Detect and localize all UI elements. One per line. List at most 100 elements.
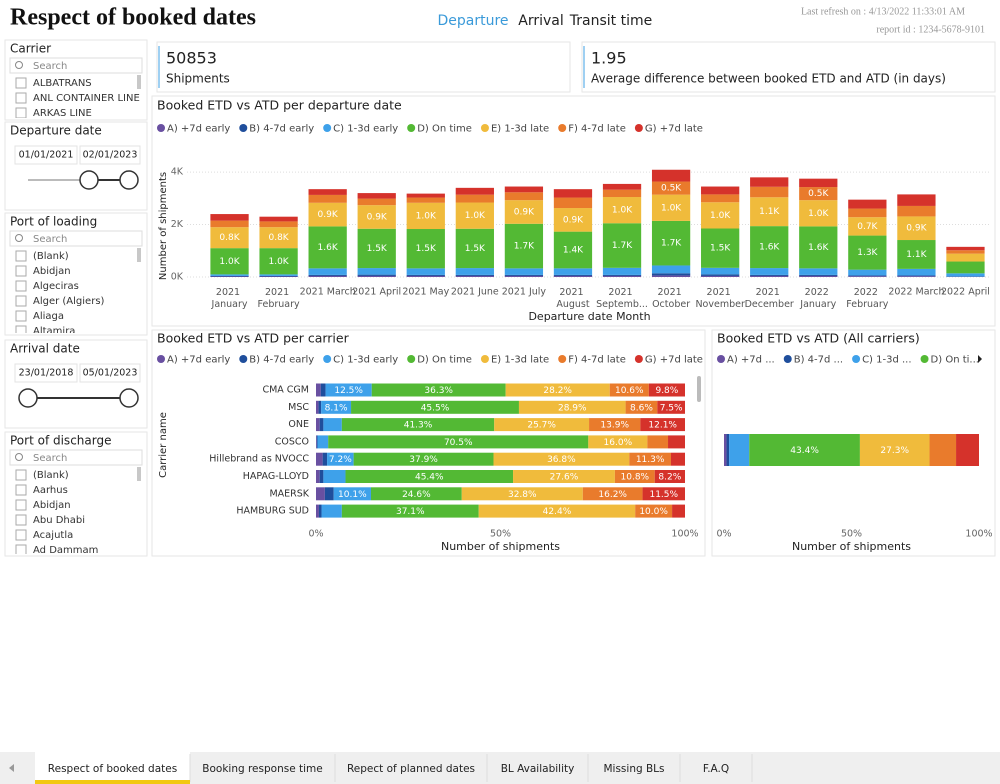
nav-link[interactable]: Departure <box>437 13 508 29</box>
bar-segment <box>701 275 740 277</box>
bar-segment <box>640 418 685 432</box>
category-label: HAMBURG SUD <box>236 506 309 517</box>
checkbox[interactable] <box>15 544 27 555</box>
bar-segment <box>629 452 671 466</box>
legend-swatch <box>634 124 643 132</box>
legend-label: F) 4-7d late <box>568 355 626 366</box>
checkbox[interactable] <box>15 310 27 322</box>
data-label: 27.6% <box>550 473 579 483</box>
bar-segment <box>859 434 930 466</box>
bar-segment <box>724 434 727 466</box>
data-label: 1.7K <box>612 241 633 251</box>
search-box[interactable] <box>9 57 143 74</box>
bar-segment <box>316 470 320 483</box>
page-tab[interactable]: Respect of booked dates <box>48 763 177 775</box>
date-box[interactable] <box>14 363 78 383</box>
legend-label: A) +7d early <box>167 124 230 135</box>
checkbox[interactable] <box>15 499 27 511</box>
nav-link[interactable]: Arrival <box>518 13 564 29</box>
date-box[interactable] <box>79 145 141 165</box>
checkbox[interactable] <box>15 484 27 496</box>
bar-segment <box>308 189 347 195</box>
data-label: 1.0K <box>710 211 731 221</box>
bar-segment <box>647 435 669 449</box>
bar-segment <box>406 275 445 277</box>
legend-swatch <box>717 355 725 363</box>
data-label: 1.0K <box>219 257 240 267</box>
checkbox[interactable] <box>15 107 27 118</box>
bar-segment <box>325 383 372 397</box>
page-tab[interactable]: Booking response time <box>202 763 322 775</box>
legend-swatch <box>634 355 643 363</box>
slicer-title: Port of discharge <box>10 434 111 448</box>
legend-more[interactable] <box>978 355 982 363</box>
legend-label: C) 1-3d ... <box>862 355 911 366</box>
x-tick-label: 0% <box>308 529 323 540</box>
legend-label: C) 1-3d early <box>333 355 398 366</box>
checkbox[interactable] <box>15 92 27 104</box>
slicer-item: ALBATRANS <box>33 78 92 89</box>
data-label: 41.3% <box>404 421 433 431</box>
bar-segment <box>493 452 630 466</box>
slider-handle[interactable] <box>119 170 139 190</box>
bar-segment <box>729 434 750 466</box>
search-box[interactable] <box>9 449 143 466</box>
bar-segment <box>956 434 979 466</box>
data-label: 12.5% <box>334 386 363 396</box>
scrollbar <box>137 248 141 262</box>
bar-segment <box>504 275 544 277</box>
search-icon <box>15 453 23 461</box>
date-box[interactable] <box>14 145 78 165</box>
search-box[interactable] <box>9 230 143 247</box>
tab-scroll-left[interactable] <box>9 764 14 772</box>
page-tab[interactable]: F.A.Q <box>703 763 729 775</box>
checkbox[interactable] <box>15 325 27 336</box>
checkbox[interactable] <box>15 280 27 292</box>
data-label: 10.8% <box>621 473 650 483</box>
bar-segment <box>333 487 371 501</box>
checkbox[interactable] <box>15 265 27 277</box>
page-tab[interactable]: BL Availability <box>501 763 575 775</box>
kpi-value: 50853 <box>166 49 217 68</box>
bar-segment <box>455 275 494 277</box>
checkbox[interactable] <box>15 529 27 541</box>
page-tab[interactable]: Missing BLs <box>603 763 664 775</box>
page-tab[interactable]: Repect of planned dates <box>347 763 475 775</box>
bar-segment <box>589 418 641 432</box>
data-label: 0.9K <box>563 215 584 225</box>
slider-handle[interactable] <box>119 388 139 408</box>
bar-segment <box>553 208 593 232</box>
bar-segment <box>504 223 544 269</box>
search-icon <box>15 61 23 69</box>
data-label: 1.3K <box>857 248 878 258</box>
slicer-title: Carrier <box>10 42 51 56</box>
date-to: 05/01/2023 <box>83 368 138 379</box>
data-label: 1.5K <box>710 244 731 254</box>
bar-segment <box>799 274 838 276</box>
bar-segment <box>648 383 685 397</box>
data-label: 0.5K <box>661 184 682 194</box>
bar-segment <box>750 226 789 269</box>
x-tick-label: 2021 August <box>556 287 590 310</box>
slicer-item: Acajutla <box>33 530 73 541</box>
legend-label: B) 4-7d early <box>249 355 314 366</box>
data-label: 1.4K <box>563 245 584 255</box>
data-label: 36.3% <box>424 386 453 396</box>
x-tick-label: 100% <box>671 529 698 540</box>
bar-segment <box>505 383 610 397</box>
checkbox[interactable] <box>15 250 27 262</box>
bar-segment <box>406 229 445 269</box>
tab-active-bg <box>35 752 190 784</box>
checkbox[interactable] <box>15 295 27 307</box>
data-label: 0.8K <box>219 233 240 243</box>
checkbox[interactable] <box>15 469 27 481</box>
nav-link[interactable]: Transit time <box>569 13 652 29</box>
bar-segment <box>602 267 642 275</box>
scrollbar[interactable] <box>697 376 701 402</box>
slider-handle[interactable] <box>18 388 38 408</box>
checkbox[interactable] <box>15 514 27 526</box>
checkbox[interactable] <box>15 77 27 89</box>
slider-handle[interactable] <box>79 170 99 190</box>
bar-segment <box>357 268 396 275</box>
date-box[interactable] <box>79 363 141 383</box>
